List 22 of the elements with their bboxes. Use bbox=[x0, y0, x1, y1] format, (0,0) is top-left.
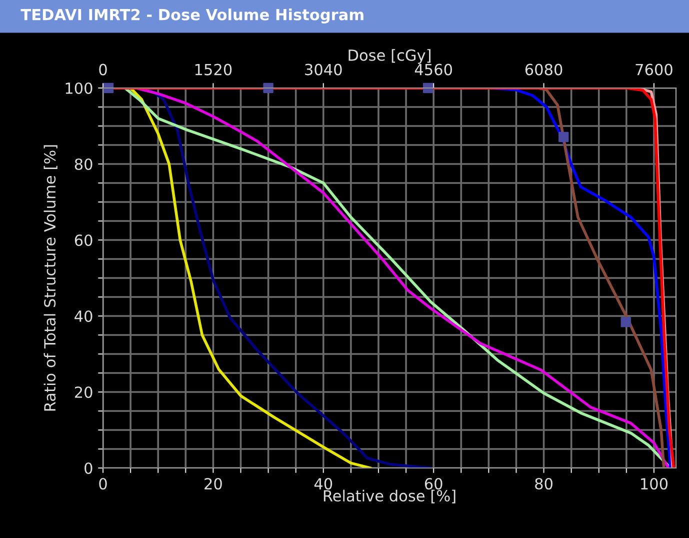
x-tick-label: 100 bbox=[641, 478, 668, 490]
y-axis-title: Ratio of Total Structure Volume [%] bbox=[44, 145, 58, 411]
chart-title: TEDAVI IMRT2 - Dose Volume Histogram bbox=[20, 8, 364, 24]
x2-tick-label: 7600 bbox=[636, 64, 672, 76]
x2-tick-label: 1520 bbox=[195, 64, 232, 76]
y-tick-label: 40 bbox=[74, 310, 92, 322]
x2-tick-label: 0 bbox=[99, 64, 107, 76]
x-axis-title: Relative dose [%] bbox=[324, 490, 456, 504]
y-tick-label: 80 bbox=[74, 158, 92, 170]
x-tick-label: 60 bbox=[424, 478, 442, 490]
y-tick-label: 60 bbox=[74, 234, 92, 246]
y-tick-label: 20 bbox=[74, 386, 92, 398]
x2-tick-label: 4560 bbox=[414, 64, 452, 76]
x-tick-label: 40 bbox=[314, 478, 332, 490]
x-tick-label: 20 bbox=[204, 478, 222, 490]
x2-tick-label: 3040 bbox=[305, 64, 342, 76]
y-tick-label: 100 bbox=[66, 82, 92, 94]
x-tick-label: 0 bbox=[99, 478, 107, 490]
x-tick-label: 80 bbox=[535, 478, 552, 490]
y-tick-label: 0 bbox=[84, 462, 92, 474]
x2-axis-title: Dose [cGy] bbox=[348, 49, 430, 64]
x2-tick-label: 6080 bbox=[525, 64, 562, 76]
